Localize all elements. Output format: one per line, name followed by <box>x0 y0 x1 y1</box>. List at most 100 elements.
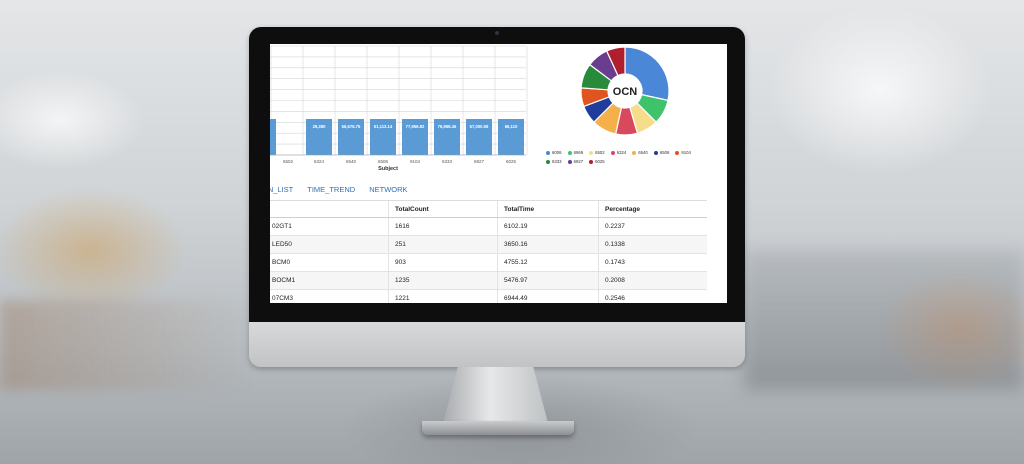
legend-swatch <box>589 150 594 155</box>
legend-label: 6333 <box>552 159 562 164</box>
tab-bar: ON_LIST TIME_TREND NETWORK <box>270 182 408 196</box>
legend-swatch <box>610 150 615 155</box>
donut-legend: 6006 6969 6502 6324 6540 6506 9104 6333 6927 6025 <box>546 150 726 168</box>
bar[interactable] <box>434 119 460 155</box>
background-shelf <box>0 300 250 390</box>
legend-swatch <box>567 150 572 155</box>
table-cell: 0.2237 <box>598 217 707 236</box>
donut-chart: OCN <box>580 46 670 136</box>
legend-item[interactable]: 6502 <box>589 150 605 155</box>
legend-item[interactable]: 6969 <box>567 150 584 155</box>
legend-label: 6969 <box>573 150 584 155</box>
column-header[interactable] <box>270 200 389 218</box>
bar[interactable] <box>402 119 428 155</box>
legend-item[interactable]: 6506 <box>653 150 670 155</box>
table-row[interactable]: 02GT1 1616 6102.19 0.2237 <box>270 217 707 236</box>
legend-item[interactable]: 6025 <box>589 159 605 164</box>
table-cell: 0.2546 <box>598 289 707 303</box>
donut-slice[interactable] <box>624 46 670 102</box>
table-row[interactable]: 07CM3 1221 6944.49 0.2546 <box>270 289 707 303</box>
legend-item[interactable]: 6006 <box>546 150 562 155</box>
table-cell: 903 <box>388 253 498 272</box>
legend-label: 6025 <box>595 159 605 164</box>
donut-slice[interactable] <box>605 46 626 77</box>
table-cell: 5476.97 <box>497 271 599 290</box>
legend-item[interactable]: 6324 <box>610 150 627 155</box>
x-tick-label: 6025 <box>506 159 517 164</box>
legend-swatch <box>653 150 658 155</box>
legend-swatch <box>567 159 572 164</box>
bar[interactable] <box>270 119 276 155</box>
legend-label: 6540 <box>638 150 648 155</box>
data-table: TotalCount TotalTime Percentage 02GT1 16… <box>270 200 707 303</box>
column-header[interactable]: TotalTime <box>497 200 599 218</box>
donut-center-label: OCN <box>613 86 638 98</box>
table-cell: 1235 <box>388 271 498 290</box>
table-cell: 0.1743 <box>598 253 707 272</box>
legend-label: 9104 <box>681 150 691 155</box>
screen: 6502 29,380 6324 56,575.75 6540 51,113.14 6506… <box>270 44 727 303</box>
x-tick-label: 6324 <box>314 159 325 164</box>
legend-label: 6324 <box>616 150 627 155</box>
legend-swatch <box>675 150 680 155</box>
background-room <box>744 250 1024 390</box>
legend-row: 6333 6927 6025 <box>546 159 726 164</box>
table-cell: 0.2008 <box>598 271 707 290</box>
table-cell: 4755.12 <box>497 253 599 272</box>
bar-value-label: 66,110 <box>505 124 518 129</box>
column-header[interactable]: TotalCount <box>388 200 498 218</box>
legend-item[interactable]: 6927 <box>567 159 584 164</box>
camera-icon <box>495 31 499 35</box>
table-cell: BOCM1 <box>270 271 389 290</box>
monitor-chin <box>249 322 745 367</box>
tab-time-trend[interactable]: TIME_TREND <box>307 184 356 194</box>
tab-on-list[interactable]: ON_LIST <box>270 184 294 194</box>
table-header-row: TotalCount TotalTime Percentage <box>270 200 707 218</box>
bar-value-label: 76,958.46 <box>438 124 457 129</box>
bar[interactable] <box>498 119 524 155</box>
bar[interactable] <box>306 119 332 155</box>
table-cell: 6102.19 <box>497 217 599 236</box>
column-header[interactable]: Percentage <box>598 200 707 218</box>
legend-label: 6927 <box>573 159 584 164</box>
table-cell: 6944.49 <box>497 289 599 303</box>
table-cell: 0.1338 <box>598 235 707 254</box>
bar[interactable] <box>466 119 492 155</box>
legend-label: 6502 <box>595 150 605 155</box>
x-tick-label: 6506 <box>378 159 389 164</box>
table-cell: 1221 <box>388 289 498 303</box>
tab-network[interactable]: NETWORK <box>369 184 408 194</box>
legend-item[interactable]: 9104 <box>675 150 691 155</box>
legend-item[interactable]: 6333 <box>546 159 562 164</box>
table-cell: 02GT1 <box>270 217 389 236</box>
donut-chart-area: OCN <box>550 44 727 174</box>
table-cell: BCM0 <box>270 253 389 272</box>
bar-value-label: 57,000.58 <box>470 124 489 129</box>
bar[interactable] <box>338 119 364 155</box>
x-tick-label: 6333 <box>442 159 453 164</box>
monitor-foot <box>422 421 574 435</box>
x-tick-label: 6540 <box>346 159 357 164</box>
table-cell: 07CM3 <box>270 289 389 303</box>
legend-swatch <box>589 159 594 164</box>
table-cell: LED50 <box>270 235 389 254</box>
x-axis-label: Subject <box>378 166 398 172</box>
legend-swatch <box>546 159 550 164</box>
table-row[interactable]: LED50 251 3650.16 0.1338 <box>270 235 707 254</box>
table-row[interactable]: BCM0 903 4755.12 0.1743 <box>270 253 707 272</box>
table-cell: 3650.16 <box>497 235 599 254</box>
legend-item[interactable]: 6540 <box>632 150 648 155</box>
bar-value-label: 29,380 <box>313 124 326 129</box>
x-tick-label: 6502 <box>283 159 294 164</box>
table-row[interactable]: BOCM1 1235 5476.97 0.2008 <box>270 271 707 290</box>
monitor-stand <box>443 367 548 423</box>
legend-row: 6006 6969 6502 6324 6540 6506 9104 <box>546 150 726 155</box>
bar[interactable] <box>370 119 396 155</box>
bar-value-label: 51,113.14 <box>374 124 393 129</box>
table-cell: 1616 <box>388 217 498 236</box>
x-tick-label: 6927 <box>474 159 485 164</box>
bar-value-label: 77,956.82 <box>406 124 425 129</box>
legend-label: 6006 <box>552 150 562 155</box>
bar-chart: 6502 29,380 6324 56,575.75 6540 51,113.14 6506… <box>270 45 528 172</box>
legend-label: 6506 <box>659 150 670 155</box>
